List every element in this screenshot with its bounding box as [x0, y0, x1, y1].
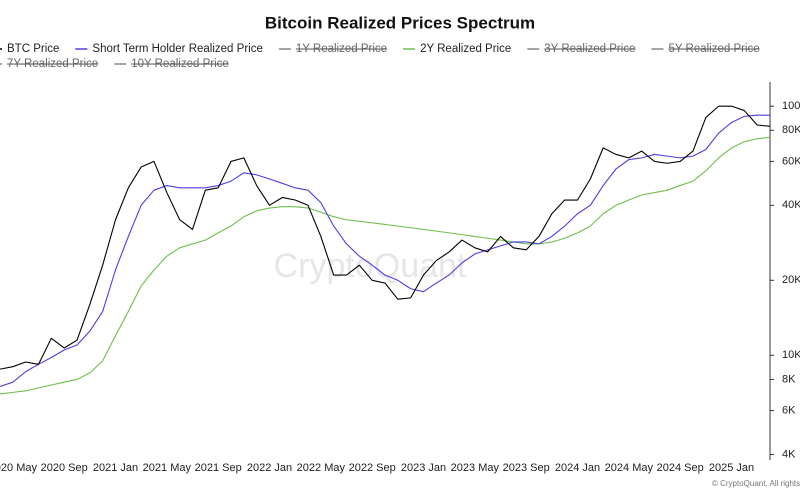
legend-label: 3Y Realized Price	[544, 43, 635, 55]
x-tick-label: 2021 May	[143, 462, 192, 474]
legend-item[interactable]: Short Term Holder Realized Price	[75, 43, 263, 55]
legend-label: 1Y Realized Price	[296, 43, 387, 55]
x-tick-label: 2023 Sep	[503, 462, 550, 474]
x-tick-label: 2022 Jan	[247, 462, 292, 474]
legend-item[interactable]: 5Y Realized Price	[651, 43, 760, 55]
legend-item[interactable]: 3Y Realized Price	[527, 43, 635, 55]
series-line	[0, 136, 771, 395]
x-tick-label: 2022 May	[297, 462, 346, 474]
y-tick-label: 4K	[782, 448, 796, 460]
y-tick-label: 8K	[782, 373, 796, 385]
x-tick-label: 2020 May	[0, 462, 37, 474]
series-line	[0, 114, 770, 387]
legend-label: 7Y Realized Price	[7, 58, 98, 70]
legend-label: BTC Price	[7, 43, 59, 55]
x-tick-label: 2024 Jan	[555, 462, 600, 474]
legend-item[interactable]: 10Y Realized Price	[114, 58, 229, 70]
x-tick-label: 2021 Jan	[93, 462, 138, 474]
legend-label: 2Y Realized Price	[420, 43, 511, 55]
legend-label: Short Term Holder Realized Price	[92, 43, 262, 55]
watermark: CryptoQuant	[274, 247, 467, 285]
y-tick-label: 20K	[782, 274, 800, 286]
y-tick-label: 100K	[782, 100, 800, 112]
series-line	[0, 105, 771, 370]
y-tick-label: 10K	[782, 349, 800, 361]
legend-item[interactable]: 7Y Realized Price	[0, 58, 98, 70]
x-tick-label: 2024 Sep	[657, 462, 704, 474]
x-tick-label: 2021 Sep	[195, 462, 242, 474]
x-tick-label: 2024 May	[605, 462, 654, 474]
legend-label: 10Y Realized Price	[131, 58, 229, 70]
x-tick-label: 2022 Sep	[349, 462, 396, 474]
x-tick-label: 2020 Sep	[41, 462, 88, 474]
legend-item[interactable]: 2Y Realized Price	[403, 43, 511, 55]
legend-label: 5Y Realized Price	[668, 43, 759, 55]
x-tick-label: 2023 May	[451, 462, 500, 474]
y-tick-label: 80K	[782, 124, 800, 136]
x-tick-label: 2023 Jan	[401, 462, 446, 474]
legend-item[interactable]: BTC Price	[0, 43, 59, 55]
y-tick-label: 6K	[782, 404, 796, 416]
x-tick-label: 2025 Jan	[709, 462, 754, 474]
legend-item[interactable]: 1Y Realized Price	[278, 43, 387, 55]
y-tick-label: 40K	[782, 199, 800, 211]
y-tick-label: 60K	[782, 155, 800, 167]
chart-title: Bitcoin Realized Prices Spectrum	[265, 13, 535, 32]
credit: © CryptoQuant. All rights reserved.	[712, 479, 800, 488]
